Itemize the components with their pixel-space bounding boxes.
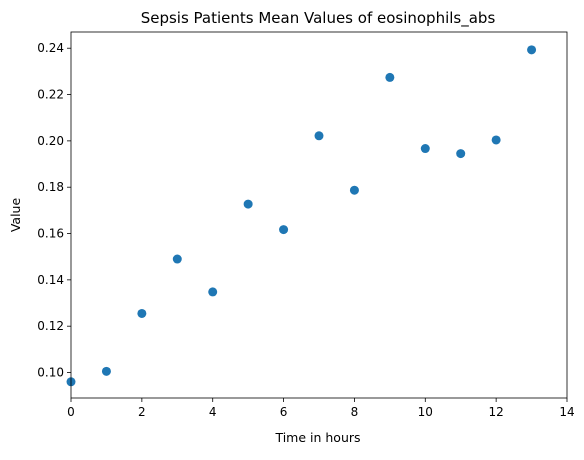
data-point <box>527 45 537 55</box>
data-point <box>385 72 395 82</box>
y-tick-label: 0.14 <box>37 273 64 287</box>
data-point <box>101 366 111 376</box>
data-point <box>243 199 253 209</box>
x-tick-label: 12 <box>489 405 504 419</box>
data-point <box>314 131 324 141</box>
data-point <box>137 308 147 318</box>
data-point <box>491 135 501 145</box>
plot-area <box>70 31 568 399</box>
x-axis: 0 2 4 6 8 10 12 14 <box>67 398 575 419</box>
data-point <box>456 149 466 159</box>
y-tick-label: 0.22 <box>37 88 64 102</box>
y-tick-label: 0.20 <box>37 134 64 148</box>
x-axis-label: Time in hours <box>274 430 360 445</box>
x-tick-label: 4 <box>209 405 217 419</box>
chart-title: Sepsis Patients Mean Values of eosinophi… <box>141 9 496 28</box>
data-point <box>208 287 218 297</box>
y-tick-label: 0.12 <box>37 319 64 333</box>
y-tick-label: 0.16 <box>37 227 64 241</box>
x-tick-label: 6 <box>280 405 288 419</box>
y-axis-label: Value <box>8 198 23 233</box>
data-point <box>349 185 359 195</box>
x-tick-label: 8 <box>351 405 359 419</box>
y-tick-label: 0.24 <box>37 41 64 55</box>
y-tick-label: 0.18 <box>37 180 64 194</box>
y-axis: 0.10 0.12 0.14 0.16 0.18 0.20 0.22 0.24 <box>37 41 71 380</box>
data-point <box>279 225 289 235</box>
data-point <box>420 144 430 154</box>
x-tick-label: 10 <box>418 405 433 419</box>
data-point <box>172 254 182 264</box>
x-tick-label: 2 <box>138 405 146 419</box>
y-tick-label: 0.10 <box>37 366 64 380</box>
data-points <box>66 45 537 387</box>
x-tick-label: 0 <box>67 405 75 419</box>
x-tick-label: 14 <box>559 405 574 419</box>
